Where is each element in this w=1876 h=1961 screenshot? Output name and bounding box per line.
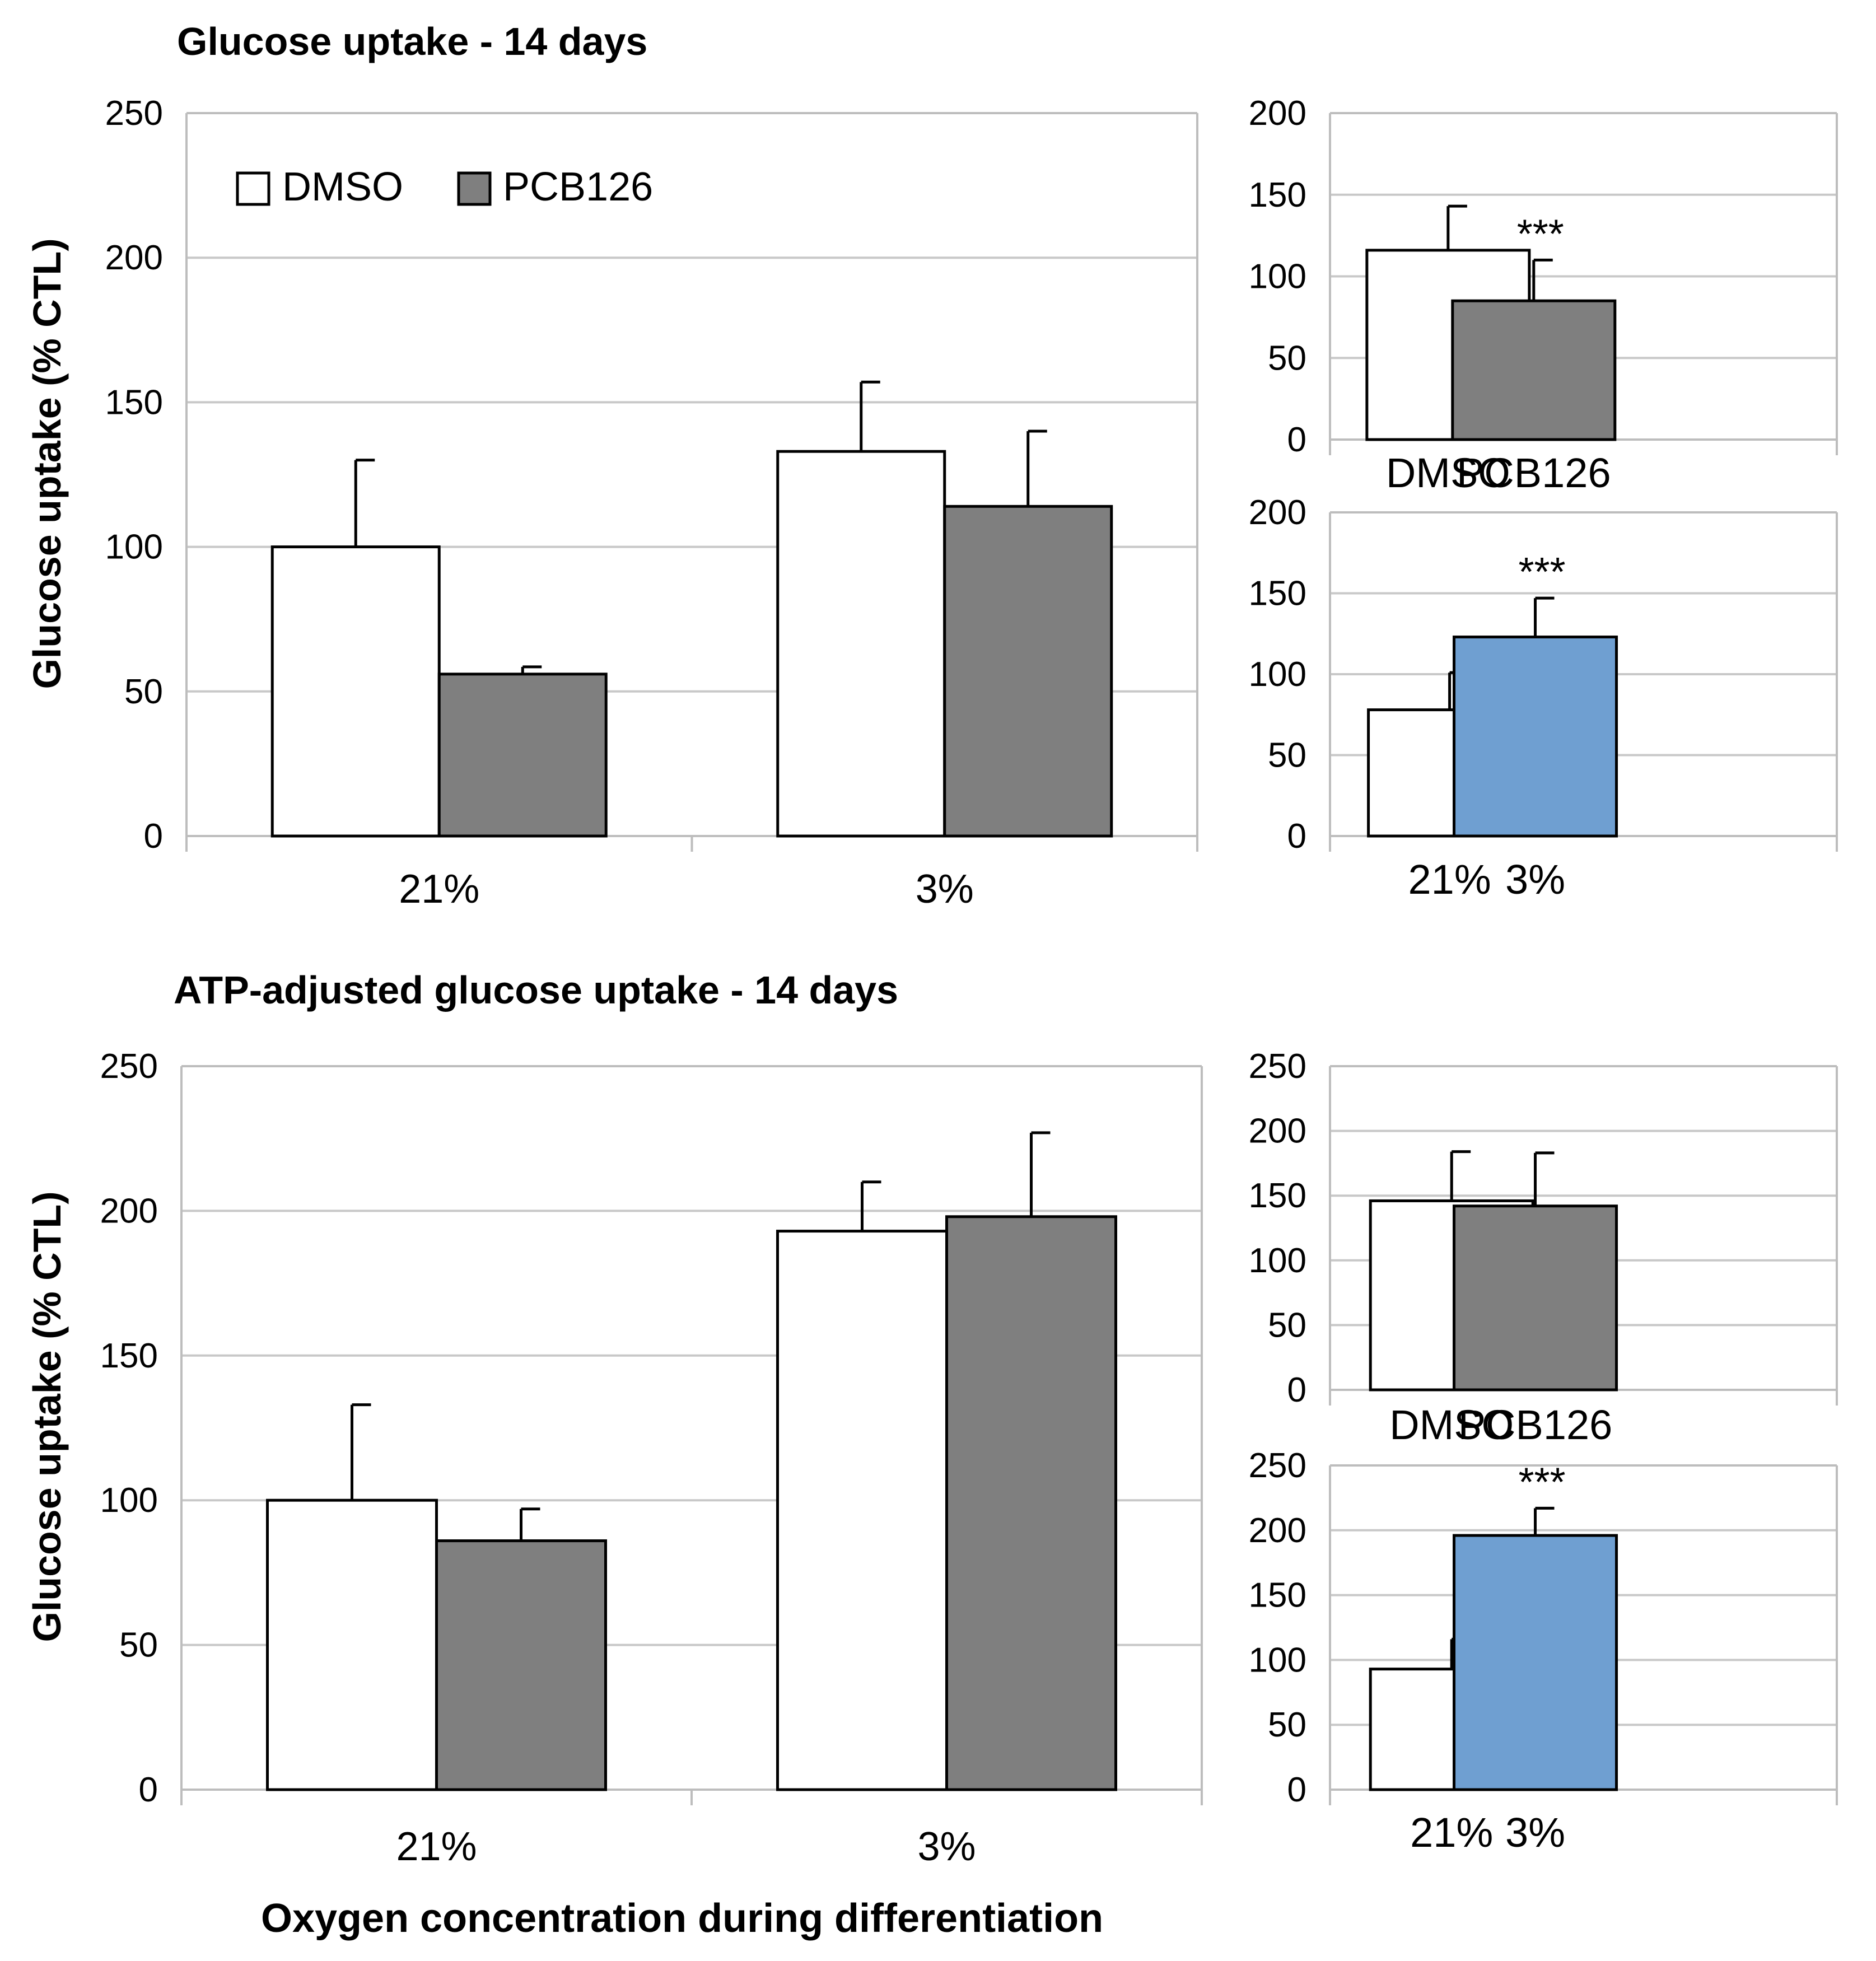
- legend-dmso-swatch: [236, 171, 270, 206]
- B-inset-treatment-category-label: PCB126: [1458, 1402, 1613, 1448]
- A-inset-treatment-y-tick-label: 0: [1287, 421, 1306, 459]
- A-inset-treatment-y-tick-label: 100: [1249, 258, 1306, 296]
- B-main-y-tick-label: 250: [100, 1047, 158, 1086]
- B-main-y-tick-label: 0: [139, 1771, 158, 1809]
- A-main-y-tick-label: 150: [105, 383, 163, 422]
- B-main-bar-pcb126: [945, 1215, 1117, 1791]
- legend-pcb126-swatch: [457, 171, 492, 206]
- legend-dmso-label: DMSO: [282, 165, 403, 209]
- B-main-y-tick-label: 50: [119, 1626, 158, 1665]
- section-a-title: Glucose uptake - 14 days: [177, 20, 647, 63]
- A-inset-oxygen-category-label: 3%: [1505, 856, 1565, 903]
- A-main-category-label: 21%: [399, 867, 479, 912]
- A-inset-oxygen-y-tick-label: 50: [1268, 736, 1306, 775]
- y-axis-label-a: Glucose uptake (% CTL): [25, 238, 69, 689]
- A-main-y-tick-label: 0: [144, 817, 163, 856]
- A-main-y-tick-label: 50: [124, 673, 163, 711]
- B-main-y-tick-label: 150: [100, 1337, 158, 1375]
- legend: DMSO PCB126: [236, 165, 653, 209]
- B-inset-oxygen-y-tick-label: 200: [1249, 1511, 1306, 1550]
- B-inset-treatment-y-tick-label: 50: [1268, 1306, 1306, 1344]
- A-main-category-label: 3%: [916, 867, 974, 912]
- B-inset-treatment-y-tick-label: 0: [1287, 1371, 1306, 1409]
- B-inset-treatment-y-tick-label: 150: [1249, 1176, 1306, 1215]
- A-inset-treatment-category-label: DMSO: [1386, 450, 1510, 496]
- B-inset-oxygen-y-tick-label: 100: [1249, 1641, 1306, 1679]
- A-main-bar-dmso: [776, 450, 946, 838]
- B-inset-oxygen-category-label: 21%: [1410, 1809, 1493, 1856]
- A-inset-oxygen-category-label: 21%: [1408, 856, 1491, 903]
- B-inset-treatment-y-tick-label: 100: [1249, 1241, 1306, 1280]
- B-inset-oxygen-y-tick-label: 150: [1249, 1576, 1306, 1615]
- B-inset-oxygen-category-label: 3%: [1505, 1809, 1565, 1856]
- A-inset-treatment-y-tick-label: 200: [1249, 94, 1306, 133]
- B-main-bar-dmso: [776, 1230, 948, 1791]
- A-main-bar-pcb126: [437, 673, 608, 838]
- B-main-category-label: 3%: [917, 1824, 976, 1869]
- A-inset-treatment-y-tick-label: 50: [1268, 339, 1306, 377]
- A-inset-oxygen-y-tick-label: 0: [1287, 817, 1306, 856]
- B-inset-oxygen-y-tick-label: 250: [1249, 1446, 1306, 1485]
- A-inset-oxygen-y-tick-label: 100: [1249, 655, 1306, 694]
- A-main-y-tick-label: 100: [105, 528, 163, 567]
- B-main-bar-dmso: [266, 1498, 438, 1791]
- A-inset-treatment-y-tick-label: 150: [1249, 176, 1306, 214]
- B-inset-oxygen-y-tick-label: 50: [1268, 1706, 1306, 1744]
- A-inset-oxygen-bar-1: [1453, 636, 1618, 838]
- section-b-title: ATP-adjusted glucose uptake - 14 days: [174, 968, 898, 1012]
- A-inset-oxygen-significance-label: ***: [1518, 550, 1565, 595]
- A-inset-treatment-category-label: PCB126: [1457, 450, 1611, 496]
- B-main-y-tick-label: 200: [100, 1192, 158, 1230]
- A-inset-treatment-bar-1: [1451, 299, 1617, 441]
- A-main-bar-dmso: [270, 545, 441, 838]
- A-main-y-tick-label: 250: [105, 94, 163, 133]
- A-inset-treatment-significance-label: ***: [1517, 212, 1564, 256]
- B-inset-treatment-y-tick-label: 200: [1249, 1112, 1306, 1151]
- B-inset-oxygen-y-tick-label: 0: [1287, 1771, 1306, 1809]
- B-inset-treatment-bar-1: [1453, 1204, 1618, 1392]
- B-main-category-label: 21%: [396, 1824, 477, 1869]
- B-main-bar-pcb126: [435, 1539, 607, 1791]
- B-inset-treatment-category-label: DMSO: [1389, 1402, 1514, 1448]
- A-inset-oxygen-y-tick-label: 200: [1249, 493, 1306, 532]
- B-inset-oxygen-significance-label: ***: [1518, 1460, 1565, 1505]
- y-axis-label-b: Glucose uptake (% CTL): [25, 1191, 69, 1642]
- x-axis-label: Oxygen concentration during differentiat…: [261, 1896, 1103, 1941]
- legend-pcb126-label: PCB126: [503, 165, 653, 209]
- A-main-y-tick-label: 200: [105, 239, 163, 277]
- A-inset-oxygen-y-tick-label: 150: [1249, 575, 1306, 613]
- B-inset-treatment-y-tick-label: 250: [1249, 1047, 1306, 1086]
- A-main-bar-pcb126: [943, 505, 1113, 838]
- B-inset-oxygen-bar-1: [1453, 1534, 1618, 1791]
- B-main-y-tick-label: 100: [100, 1481, 158, 1520]
